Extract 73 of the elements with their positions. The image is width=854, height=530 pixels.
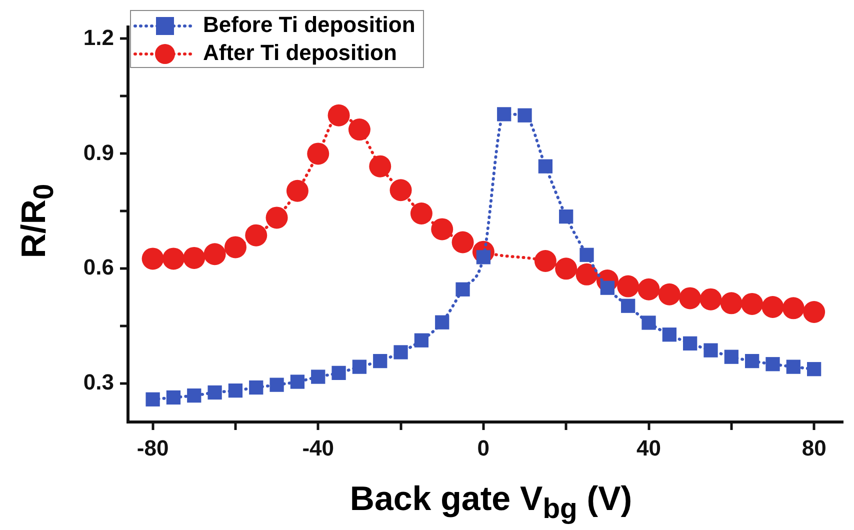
point [435, 315, 450, 330]
point [786, 360, 800, 374]
point [410, 202, 432, 224]
point [658, 283, 680, 306]
point [204, 243, 226, 266]
x-tick-label: 0 [477, 435, 490, 460]
point [414, 333, 429, 348]
point [724, 350, 738, 364]
point [307, 142, 330, 165]
point [720, 292, 742, 314]
y-tick-label: 0.6 [83, 254, 114, 280]
point [266, 206, 288, 229]
point [166, 390, 181, 405]
point [286, 180, 308, 202]
point [311, 370, 326, 384]
y-tick-label: 0.3 [83, 370, 114, 395]
point [534, 250, 556, 272]
point [745, 354, 760, 368]
y-tick-label: 1.2 [83, 24, 114, 50]
point [394, 345, 408, 360]
point [352, 360, 367, 374]
point [518, 108, 532, 122]
point [638, 278, 660, 300]
point [208, 385, 222, 400]
point [642, 316, 656, 330]
point [621, 298, 636, 313]
point [600, 280, 614, 295]
point [245, 224, 268, 246]
point [373, 354, 388, 368]
point [290, 374, 305, 389]
point [456, 282, 470, 296]
point [431, 218, 454, 240]
point [617, 275, 640, 298]
point [741, 292, 764, 315]
point [270, 378, 284, 392]
point [538, 159, 552, 174]
x-axis-title: Back gate V$_{bg}$ (V) [350, 480, 632, 526]
x-tick-label: 40 [636, 435, 661, 460]
point [369, 155, 392, 178]
point [332, 366, 346, 380]
point [559, 209, 574, 224]
point [580, 248, 594, 262]
point [782, 297, 804, 320]
point [183, 246, 206, 269]
x-tick-label: -80 [136, 435, 169, 460]
point [162, 248, 184, 270]
point [662, 328, 676, 342]
point [807, 362, 822, 376]
point [142, 248, 164, 270]
x-tick-label: -40 [302, 435, 334, 460]
point [187, 388, 202, 403]
point [704, 343, 718, 358]
point [146, 392, 160, 406]
point [803, 300, 826, 323]
point [452, 231, 474, 254]
point [228, 384, 243, 398]
point [683, 336, 698, 350]
point [700, 288, 722, 310]
point [555, 258, 578, 280]
legend-label: Before Ti deposition [203, 12, 416, 37]
point [390, 179, 412, 202]
point [762, 296, 784, 318]
point [328, 104, 350, 126]
point [679, 287, 702, 310]
y-tick-label: 0.9 [83, 140, 114, 165]
point [766, 357, 780, 372]
legend-label: After Ti deposition [203, 40, 397, 65]
point [249, 380, 264, 395]
point [224, 236, 246, 258]
x-tick-label: 80 [802, 435, 826, 460]
point [348, 118, 370, 141]
point [497, 107, 512, 122]
point [576, 263, 598, 286]
